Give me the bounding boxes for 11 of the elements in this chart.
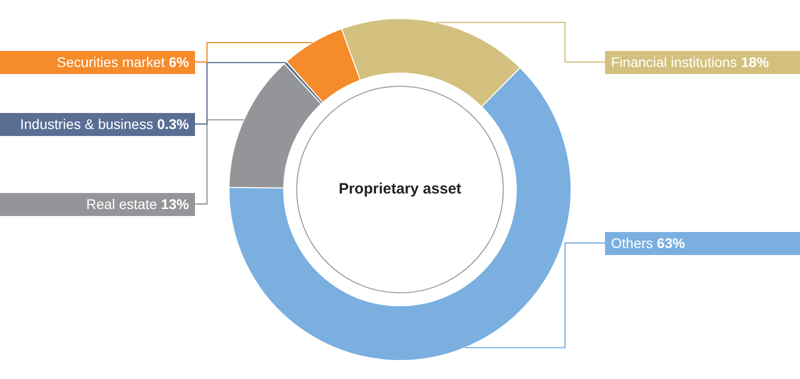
data-label: 63% — [656, 234, 686, 251]
slice-label: Securities market — [56, 54, 169, 70]
data-label: 0.3% — [157, 116, 190, 132]
text: Proprietary asset — [338, 180, 462, 198]
data-label: 13% — [160, 196, 190, 212]
slice-label: Financial institutions — [611, 54, 741, 70]
data-label: 6% — [168, 54, 190, 70]
slice-label: Others — [611, 234, 657, 251]
data-label: 18% — [740, 54, 770, 70]
slice-label: Real estate — [86, 196, 161, 212]
slice-label: Industries & business — [20, 116, 158, 132]
